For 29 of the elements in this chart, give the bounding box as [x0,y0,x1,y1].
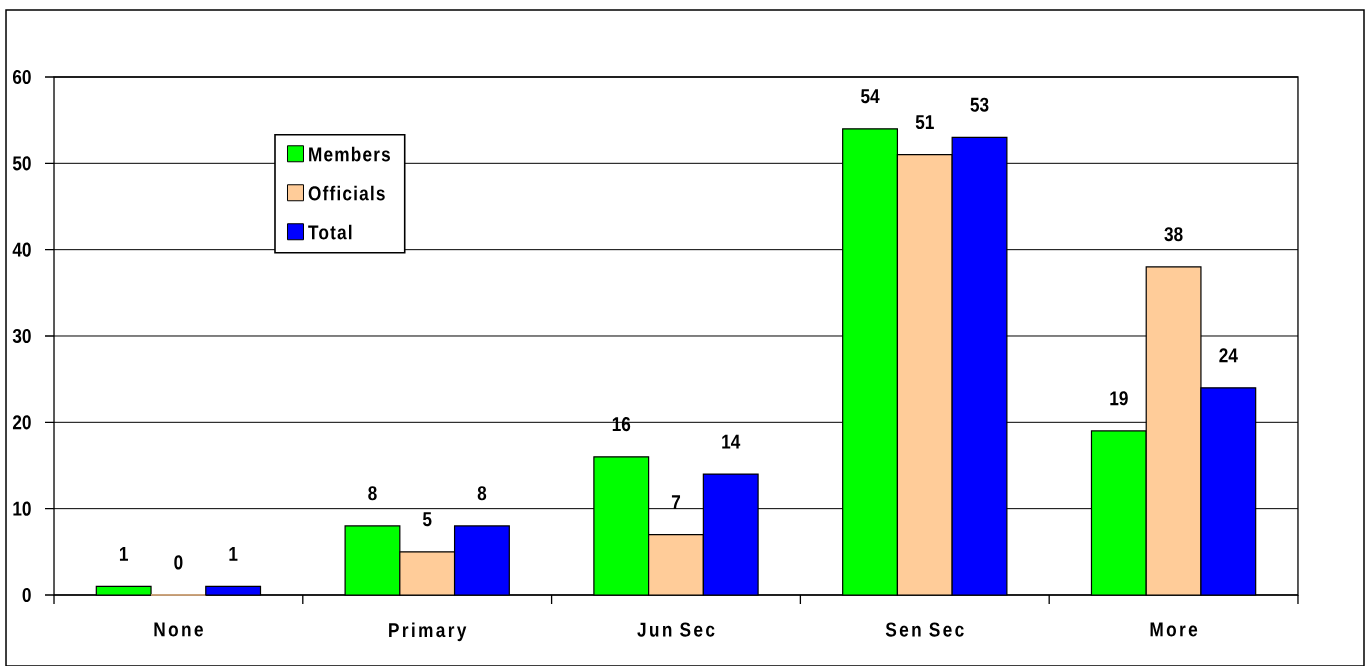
data-label: 53 [970,97,989,112]
legend-label: Total [308,224,352,240]
x-tick-label: More [1150,622,1198,637]
x-tick-label: Primary [389,622,467,642]
data-label: 8 [368,486,377,501]
data-label: 19 [1110,391,1128,406]
data-label: 14 [722,434,741,449]
y-tick-label: 20 [12,415,31,430]
data-label: 1 [229,547,238,561]
y-tick-label: 30 [12,328,31,344]
y-tick-label: 10 [13,501,31,516]
legend-label: Officials [308,185,385,201]
x-tick-label: Jun Sec [637,622,715,637]
data-label: 51 [915,115,934,130]
x-tick-label: Sen Sec [885,622,964,637]
data-label: 24 [1219,348,1238,363]
y-tick-label: 40 [12,242,31,257]
y-tick-label: 60 [12,69,31,85]
data-label: 1 [119,547,128,561]
data-label: 38 [1164,227,1183,242]
x-tick-label: None [154,622,203,637]
data-label: 7 [671,495,681,509]
data-label: 8 [477,486,487,501]
data-label: 5 [422,512,432,527]
legend-label: Members [309,146,390,162]
y-tick-label: 50 [12,156,31,171]
data-label: 54 [861,89,880,104]
data-label: 0 [174,555,183,570]
y-tick-label: 0 [22,587,31,603]
